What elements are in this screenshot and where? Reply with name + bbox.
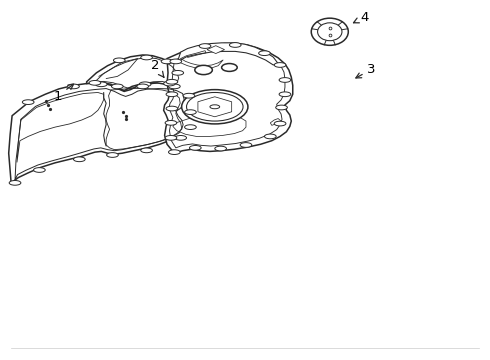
Ellipse shape: [161, 59, 173, 64]
Ellipse shape: [165, 121, 177, 125]
Ellipse shape: [210, 105, 220, 109]
Polygon shape: [178, 43, 278, 65]
Ellipse shape: [9, 180, 21, 185]
Ellipse shape: [23, 100, 34, 104]
Ellipse shape: [169, 84, 180, 89]
Ellipse shape: [166, 92, 178, 96]
Text: 1: 1: [53, 84, 74, 103]
Ellipse shape: [199, 44, 211, 48]
Ellipse shape: [182, 90, 248, 124]
Ellipse shape: [89, 81, 101, 85]
Ellipse shape: [265, 134, 276, 139]
Text: 4: 4: [353, 11, 368, 24]
Ellipse shape: [137, 84, 148, 89]
Ellipse shape: [215, 146, 226, 151]
Ellipse shape: [172, 71, 184, 75]
Polygon shape: [164, 44, 293, 153]
Ellipse shape: [195, 65, 212, 75]
Ellipse shape: [240, 143, 252, 147]
Ellipse shape: [274, 63, 286, 67]
Ellipse shape: [190, 145, 201, 150]
Ellipse shape: [279, 78, 291, 82]
Ellipse shape: [68, 84, 79, 89]
Ellipse shape: [229, 42, 241, 47]
Ellipse shape: [175, 135, 187, 140]
Ellipse shape: [166, 80, 178, 84]
Text: 3: 3: [356, 63, 376, 78]
Polygon shape: [198, 97, 232, 117]
Ellipse shape: [107, 153, 118, 157]
Ellipse shape: [221, 64, 237, 71]
Polygon shape: [87, 55, 181, 91]
Ellipse shape: [164, 81, 175, 86]
Ellipse shape: [139, 82, 151, 87]
Ellipse shape: [114, 58, 125, 63]
Ellipse shape: [185, 110, 196, 114]
Ellipse shape: [185, 125, 196, 130]
Ellipse shape: [96, 82, 107, 87]
Polygon shape: [207, 46, 224, 54]
Ellipse shape: [74, 157, 85, 162]
Text: 2: 2: [150, 59, 164, 77]
Ellipse shape: [170, 59, 182, 64]
Ellipse shape: [311, 18, 348, 45]
Ellipse shape: [112, 84, 123, 89]
Ellipse shape: [276, 105, 288, 110]
Polygon shape: [9, 82, 193, 183]
Ellipse shape: [259, 51, 270, 55]
Ellipse shape: [33, 168, 45, 172]
Ellipse shape: [169, 150, 180, 154]
Ellipse shape: [274, 121, 286, 126]
Ellipse shape: [165, 135, 177, 140]
Ellipse shape: [166, 106, 178, 111]
Ellipse shape: [183, 93, 195, 98]
Ellipse shape: [141, 148, 152, 153]
Ellipse shape: [187, 93, 243, 121]
Ellipse shape: [318, 23, 342, 41]
Polygon shape: [270, 118, 281, 125]
Ellipse shape: [141, 55, 152, 60]
Ellipse shape: [279, 92, 291, 96]
